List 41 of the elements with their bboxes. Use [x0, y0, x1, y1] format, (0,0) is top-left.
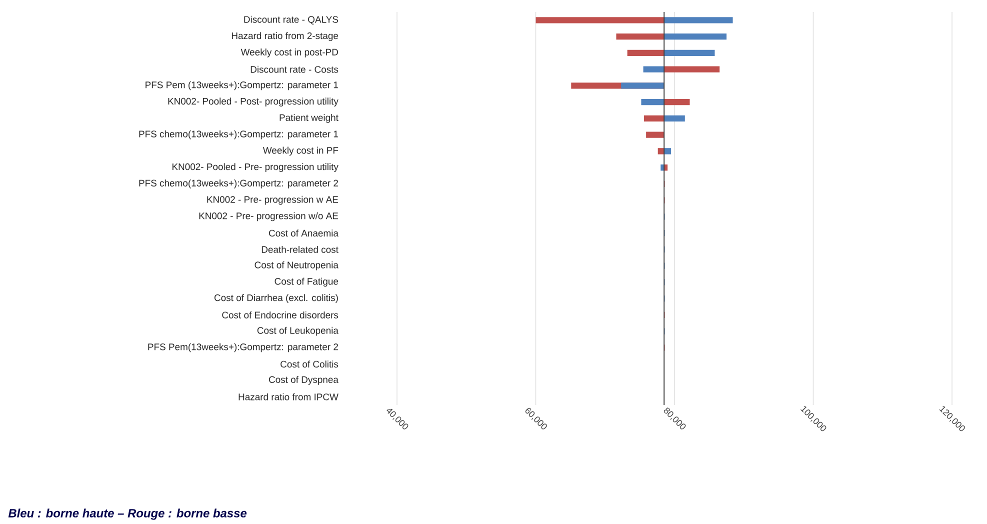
y-tick-label: Patient weight [280, 114, 338, 123]
y-tick-label: Cost of Endocrine disorders [222, 311, 338, 318]
bar [644, 115, 664, 122]
bar [664, 115, 685, 122]
bar [646, 132, 664, 138]
bar [641, 98, 664, 106]
y-tick-label: Hazard ratio from 2-stage [232, 32, 338, 41]
bar [664, 17, 733, 24]
bar [621, 82, 664, 89]
y-tick-label: Weekly cost in PF [262, 146, 338, 156]
y-tick-label: Discount rate - QALYS [244, 16, 338, 25]
y-tick-label: Weekly cost in post-PD [240, 48, 338, 58]
y-tick-label: Cost of Leukopenia [257, 326, 338, 336]
bar [664, 148, 672, 154]
bar [643, 66, 664, 72]
y-tick-label: PFS Pem(13weeks+):Gompertz: parameter 2 [148, 343, 338, 352]
y-tick-label: PFS chemo(13weeks+):Gompertz: parameter 2 [139, 180, 338, 188]
bar [616, 33, 664, 40]
bar [536, 17, 664, 24]
bar [664, 66, 720, 72]
y-tick-label: Cost of Colitis [280, 360, 338, 368]
y-tick-label: Cost of Neutropenia [254, 261, 338, 270]
y-tick-label: Hazard ratio from IPCW [238, 393, 338, 400]
y-tick-label: Discount rate - Costs [250, 66, 338, 73]
y-tick-label: Cost of Fatigue [274, 278, 338, 287]
y-tick-label: KN002- Pooled - Post- progression utility [168, 98, 338, 106]
y-tick-label: PFS chemo(13weeks+):Gompertz: parameter 1 [139, 130, 338, 140]
bar [664, 33, 727, 40]
bar [658, 148, 664, 154]
y-tick-label: Cost of Dyspnea [268, 376, 338, 385]
y-tick-label: Death-related cost [262, 246, 338, 253]
y-tick-label: KN002 - Pre- progression w AE [207, 196, 338, 205]
bar [664, 98, 690, 106]
text: Bleu : borne haute – Rouge : borne basse [8, 508, 247, 520]
y-tick-label: Cost of Diarrhea (excl. colitis) [214, 294, 338, 303]
y-tick-label: KN002 - Pre- progression w/o AE [199, 212, 338, 222]
y-tick-label: KN002- Pooled - Pre- progression utility [172, 163, 338, 172]
bar [627, 50, 664, 56]
bar [664, 50, 715, 56]
y-tick-label: Cost of Anaemia [268, 230, 338, 237]
y-tick-label: PFS Pem (13weeks+):Gompertz: parameter 1 [146, 81, 338, 90]
